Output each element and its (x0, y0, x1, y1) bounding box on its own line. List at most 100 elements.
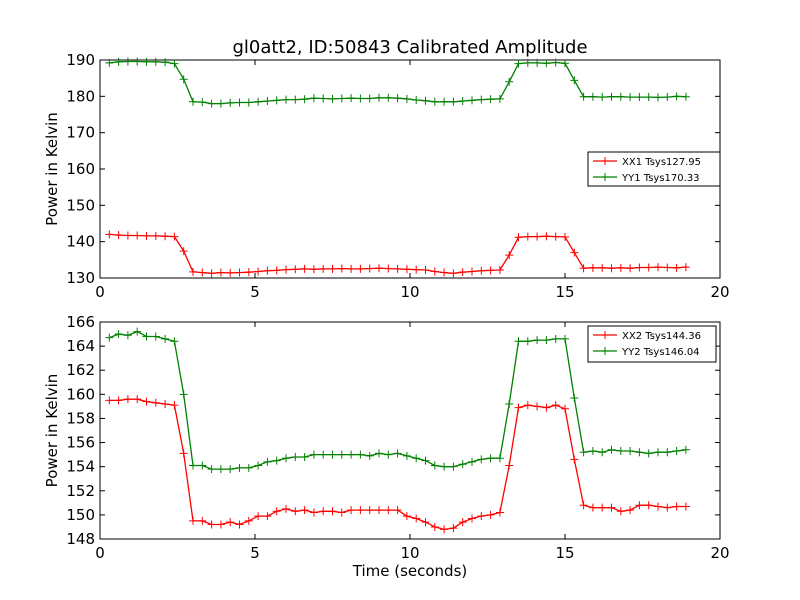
top-data-point (505, 77, 514, 86)
top-data-point (142, 231, 151, 240)
bottom-data-point (142, 332, 151, 341)
top-data-point (375, 264, 383, 273)
bottom-data-point (235, 463, 244, 472)
bottom-legend-label: YY2 Tsys146.04 (621, 347, 700, 358)
top-data-point (365, 94, 374, 103)
bottom-data-point (189, 461, 197, 470)
top-data-point (663, 263, 672, 272)
bottom-data-point (347, 506, 356, 515)
top-data-point (626, 264, 635, 273)
bottom-ytick-label: 148 (66, 530, 95, 548)
top-data-point (570, 76, 579, 85)
top-data-point (337, 94, 346, 103)
top-data-point (282, 95, 290, 104)
top-data-point (412, 265, 421, 274)
bottom-data-point (440, 462, 449, 471)
bottom-data-point (114, 396, 123, 405)
bottom-data-point (616, 507, 625, 516)
top-legend: XX1 Tsys127.95 YY1 Tsys170.33 (587, 151, 721, 187)
top-data-point (542, 59, 551, 68)
bottom-data-point (533, 402, 542, 411)
top-data-point (579, 264, 588, 273)
top-data-point (114, 231, 123, 240)
top-ytick-label: 190 (66, 51, 95, 69)
bottom-data-point (337, 508, 346, 517)
top-ytick-label: 180 (66, 87, 95, 105)
bottom-data-point (635, 501, 644, 510)
top-data-point (551, 232, 560, 241)
top-data-point (495, 266, 504, 275)
bottom-data-point (654, 448, 662, 457)
top-data-point (161, 232, 170, 241)
bottom-data-point (542, 336, 551, 345)
top-data-point (486, 95, 495, 104)
figure-title: gl0att2, ID:50843 Calibrated Amplitude (232, 37, 587, 58)
top-data-point (384, 93, 393, 102)
bottom-data-point (114, 330, 123, 339)
bottom-data-point (421, 456, 430, 465)
bottom-data-point (365, 451, 374, 460)
bottom-data-point (393, 449, 402, 458)
bottom-legend-marker (601, 347, 609, 355)
bottom-xtick-label: 0 (95, 544, 105, 562)
top-legend-item: XX1 Tsys127.95 (593, 157, 701, 168)
top-data-point (300, 95, 309, 104)
top-ytick-label: 130 (66, 269, 95, 287)
bottom-legend-item: YY2 Tsys146.04 (593, 347, 700, 358)
top-data-point (644, 263, 653, 272)
bottom-data-point (570, 393, 579, 402)
bottom-legend-box (587, 325, 717, 363)
bottom-data-point (514, 337, 523, 346)
bottom-data-point (105, 333, 114, 342)
top-data-point (440, 268, 449, 277)
top-legend-box (587, 151, 721, 187)
bottom-data-point (291, 507, 300, 516)
bottom-data-point (328, 450, 337, 459)
top-data-point (300, 264, 309, 273)
bottom-data-point (272, 507, 281, 516)
bottom-data-point (123, 395, 132, 404)
bottom-data-point (319, 450, 328, 459)
top-data-point (170, 59, 179, 68)
bottom-data-point (635, 448, 644, 457)
top-data-point (533, 58, 542, 67)
bottom-data-point (598, 503, 607, 512)
top-data-point (282, 265, 290, 274)
top-xtick-label: 0 (95, 283, 105, 301)
top-data-point (347, 94, 356, 103)
top-data-point (319, 94, 328, 103)
bottom-data-point (588, 446, 597, 455)
top-data-point (663, 93, 672, 102)
bottom-data-point (170, 337, 179, 346)
top-data-point (477, 266, 486, 275)
top-data-point (133, 231, 142, 240)
bottom-data-point (105, 396, 114, 405)
top-legend-marker (601, 173, 609, 181)
top-data-point (449, 97, 458, 106)
top-data-point (430, 97, 439, 106)
top-data-point (272, 96, 281, 105)
bottom-data-point (263, 457, 272, 466)
bottom-data-point (244, 463, 253, 472)
bottom-data-point (254, 512, 263, 521)
top-data-point (654, 263, 662, 272)
top-data-point (161, 58, 170, 67)
bottom-data-point (235, 520, 244, 529)
top-data-point (254, 267, 263, 276)
top-data-point (263, 97, 272, 106)
bottom-data-point (588, 503, 597, 512)
top-data-point (328, 94, 337, 103)
bottom-data-point (337, 450, 346, 459)
top-data-point (523, 58, 532, 67)
bottom-data-point (198, 516, 207, 525)
bottom-data-point (551, 334, 560, 343)
top-data-point (672, 263, 681, 272)
bottom-ytick-label: 160 (66, 385, 95, 403)
top-data-point (588, 92, 597, 101)
top-data-point (672, 92, 681, 101)
bottom-legend-marker (601, 331, 609, 339)
bottom-ytick-label: 150 (66, 506, 95, 524)
bottom-ytick-label: 152 (66, 482, 95, 500)
bottom-data-point (412, 514, 421, 523)
top-data-point (635, 93, 644, 102)
